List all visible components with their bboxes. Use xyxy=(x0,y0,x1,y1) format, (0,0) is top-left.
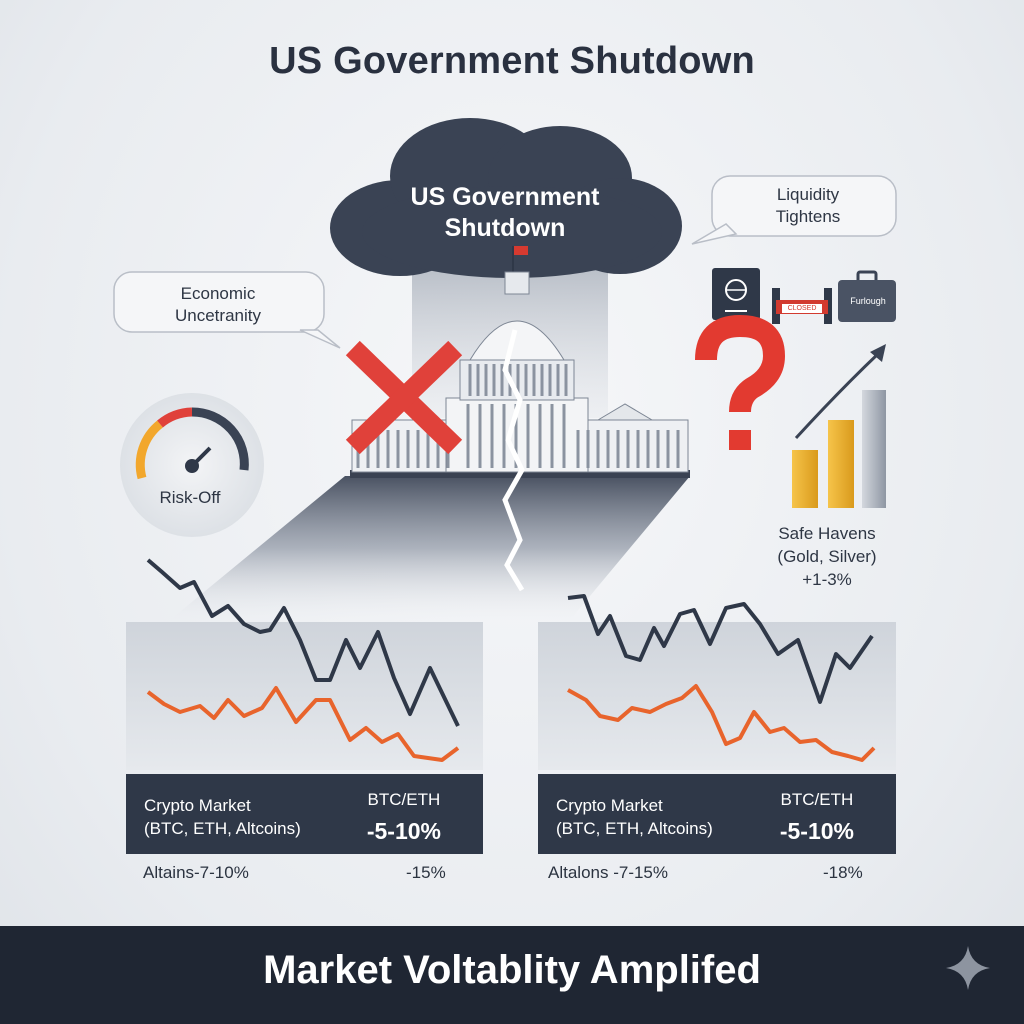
liquidity-bubble-text: Liquidity Tightens xyxy=(728,184,888,228)
box-left-pair-change: -5-10% xyxy=(366,818,441,844)
box-right-category-line-1: Crypto Market xyxy=(556,796,663,815)
red-cross-icon xyxy=(345,340,463,455)
box-left-pair: BTC/ETH -5-10% xyxy=(367,790,441,845)
price-line-left-dark xyxy=(146,558,460,727)
footer-title: Market Voltablity Amplifed xyxy=(263,948,761,992)
safe-havens-line-3: +1-3% xyxy=(802,570,852,589)
storm-cloud-icon xyxy=(330,118,682,278)
info-box-right: Crypto Market (BTC, ETH, Altcoins) BTC/E… xyxy=(538,774,896,854)
risk-gauge-icon xyxy=(120,393,264,537)
speech-bubble-liquidity xyxy=(691,175,897,245)
price-line-left-orange xyxy=(146,686,460,762)
passport-icon xyxy=(712,268,760,320)
box-left-category: Crypto Market (BTC, ETH, Altcoins) xyxy=(144,794,301,840)
price-line-right-orange xyxy=(567,684,876,762)
box-right-pair-name: BTC/ETH xyxy=(780,790,854,809)
closed-sign: CLOSED xyxy=(782,304,822,313)
altcoin-label-left: Altains-7-10% xyxy=(143,863,249,882)
question-mark-icon xyxy=(695,314,786,450)
crack-line xyxy=(502,329,525,592)
economic-line-2: Uncetranity xyxy=(175,306,261,325)
sparkle-icon xyxy=(946,946,990,990)
box-right-category-line-2: (BTC, ETH, Altcoins) xyxy=(556,819,713,838)
gauge-label: Risk-Off xyxy=(159,488,221,507)
economic-bubble-text: Economic Uncetranity xyxy=(118,283,318,327)
box-left-category-line-1: Crypto Market xyxy=(144,796,251,815)
altcoin-change-left: -15% xyxy=(406,863,446,882)
altcoin-label-right: Altalons -7-15% xyxy=(548,863,669,882)
cloud-line-2: Shutdown xyxy=(444,214,566,242)
ground-shadow xyxy=(170,476,690,620)
economic-line-1: Economic xyxy=(180,284,256,303)
flag-icon xyxy=(512,246,528,272)
speech-bubble-economic xyxy=(113,271,341,349)
footer-banner xyxy=(0,926,1024,1024)
chart-panel-left xyxy=(126,622,483,770)
safe-haven-bars-icon xyxy=(792,344,886,508)
box-right-category: Crypto Market (BTC, ETH, Altcoins) xyxy=(556,794,713,840)
price-line-right-dark xyxy=(567,594,874,704)
liquidity-line-2: Tightens xyxy=(775,207,841,226)
box-right-pair-change: -5-10% xyxy=(779,818,854,844)
safe-havens-text: Safe Havens (Gold, Silver) +1-3% xyxy=(752,522,902,591)
box-right-pair: BTC/ETH -5-10% xyxy=(780,790,854,845)
safe-havens-line-2: (Gold, Silver) xyxy=(777,547,877,566)
cloud-title: US Government Shutdown xyxy=(370,182,640,244)
liquidity-line-1: Liquidity xyxy=(776,185,840,204)
chart-panel-right xyxy=(538,622,896,770)
info-box-left: Crypto Market (BTC, ETH, Altcoins) BTC/E… xyxy=(126,774,483,854)
page-title: US Government Shutdown xyxy=(269,40,755,82)
furlough-sign: Furlough xyxy=(850,296,886,306)
safe-havens-line-1: Safe Havens xyxy=(778,524,876,543)
box-left-pair-name: BTC/ETH xyxy=(367,790,441,809)
cloud-line-1: US Government xyxy=(410,183,600,211)
altcoin-change-right: -18% xyxy=(823,863,863,882)
box-left-category-line-2: (BTC, ETH, Altcoins) xyxy=(144,819,301,838)
briefcase-icon xyxy=(838,270,896,322)
